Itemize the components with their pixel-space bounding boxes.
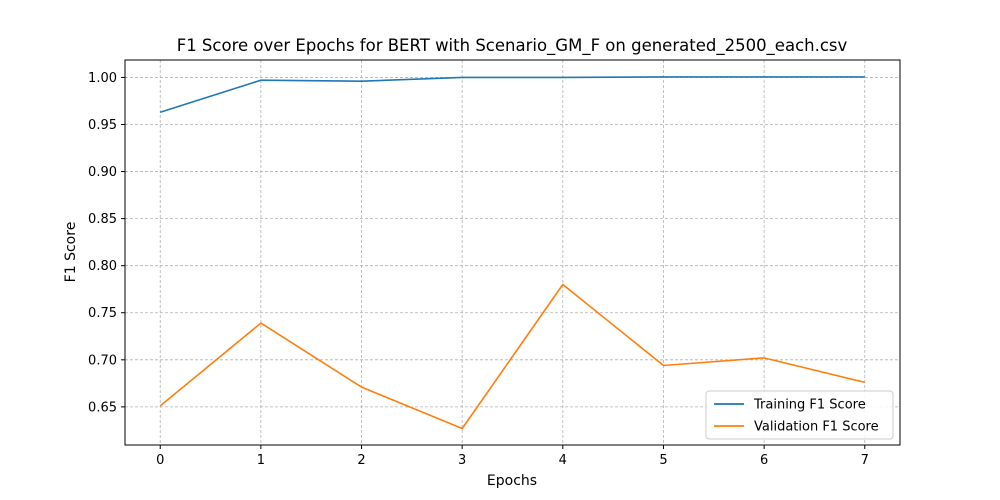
- y-axis: 0.65 0.70 0.75 0.80 0.85 0.90 0.95 1.00: [88, 71, 125, 415]
- series-layer: [159, 76, 865, 430]
- x-axis-label: Epochs: [487, 473, 537, 489]
- y-tick-label: 0.75: [88, 306, 117, 321]
- legend: Training F1 Score Validation F1 Score: [705, 390, 894, 440]
- y-tick-label: 0.70: [88, 353, 117, 368]
- x-axis: 0 1 2 3 4 5 6 7: [156, 445, 869, 468]
- legend-box: [705, 390, 894, 440]
- plot-frame: [124, 59, 901, 446]
- x-tick-label: 5: [659, 453, 667, 468]
- x-tick-label: 3: [458, 453, 466, 468]
- series-line-1: [159, 283, 865, 430]
- series-line-0: [159, 76, 865, 113]
- x-tick-label: 1: [257, 453, 265, 468]
- y-tick-label: 0.90: [88, 165, 117, 180]
- x-tick-label: 7: [861, 453, 869, 468]
- y-tick-label: 0.80: [88, 259, 117, 274]
- y-tick-label: 0.95: [88, 118, 117, 133]
- grid-lines: [125, 60, 900, 445]
- y-tick-label: 1.00: [88, 71, 117, 86]
- y-tick-label: 0.85: [88, 212, 117, 227]
- legend-label-1: Validation F1 Score: [754, 420, 879, 435]
- x-tick-label: 2: [357, 453, 365, 468]
- x-tick-label: 4: [559, 453, 567, 468]
- x-tick-label: 0: [156, 453, 164, 468]
- y-axis-label: F1 Score: [63, 222, 79, 283]
- legend-label-0: Training F1 Score: [753, 398, 866, 413]
- chart-title: F1 Score over Epochs for BERT with Scena…: [177, 36, 848, 56]
- x-tick-label: 6: [760, 453, 768, 468]
- y-tick-label: 0.65: [88, 400, 117, 415]
